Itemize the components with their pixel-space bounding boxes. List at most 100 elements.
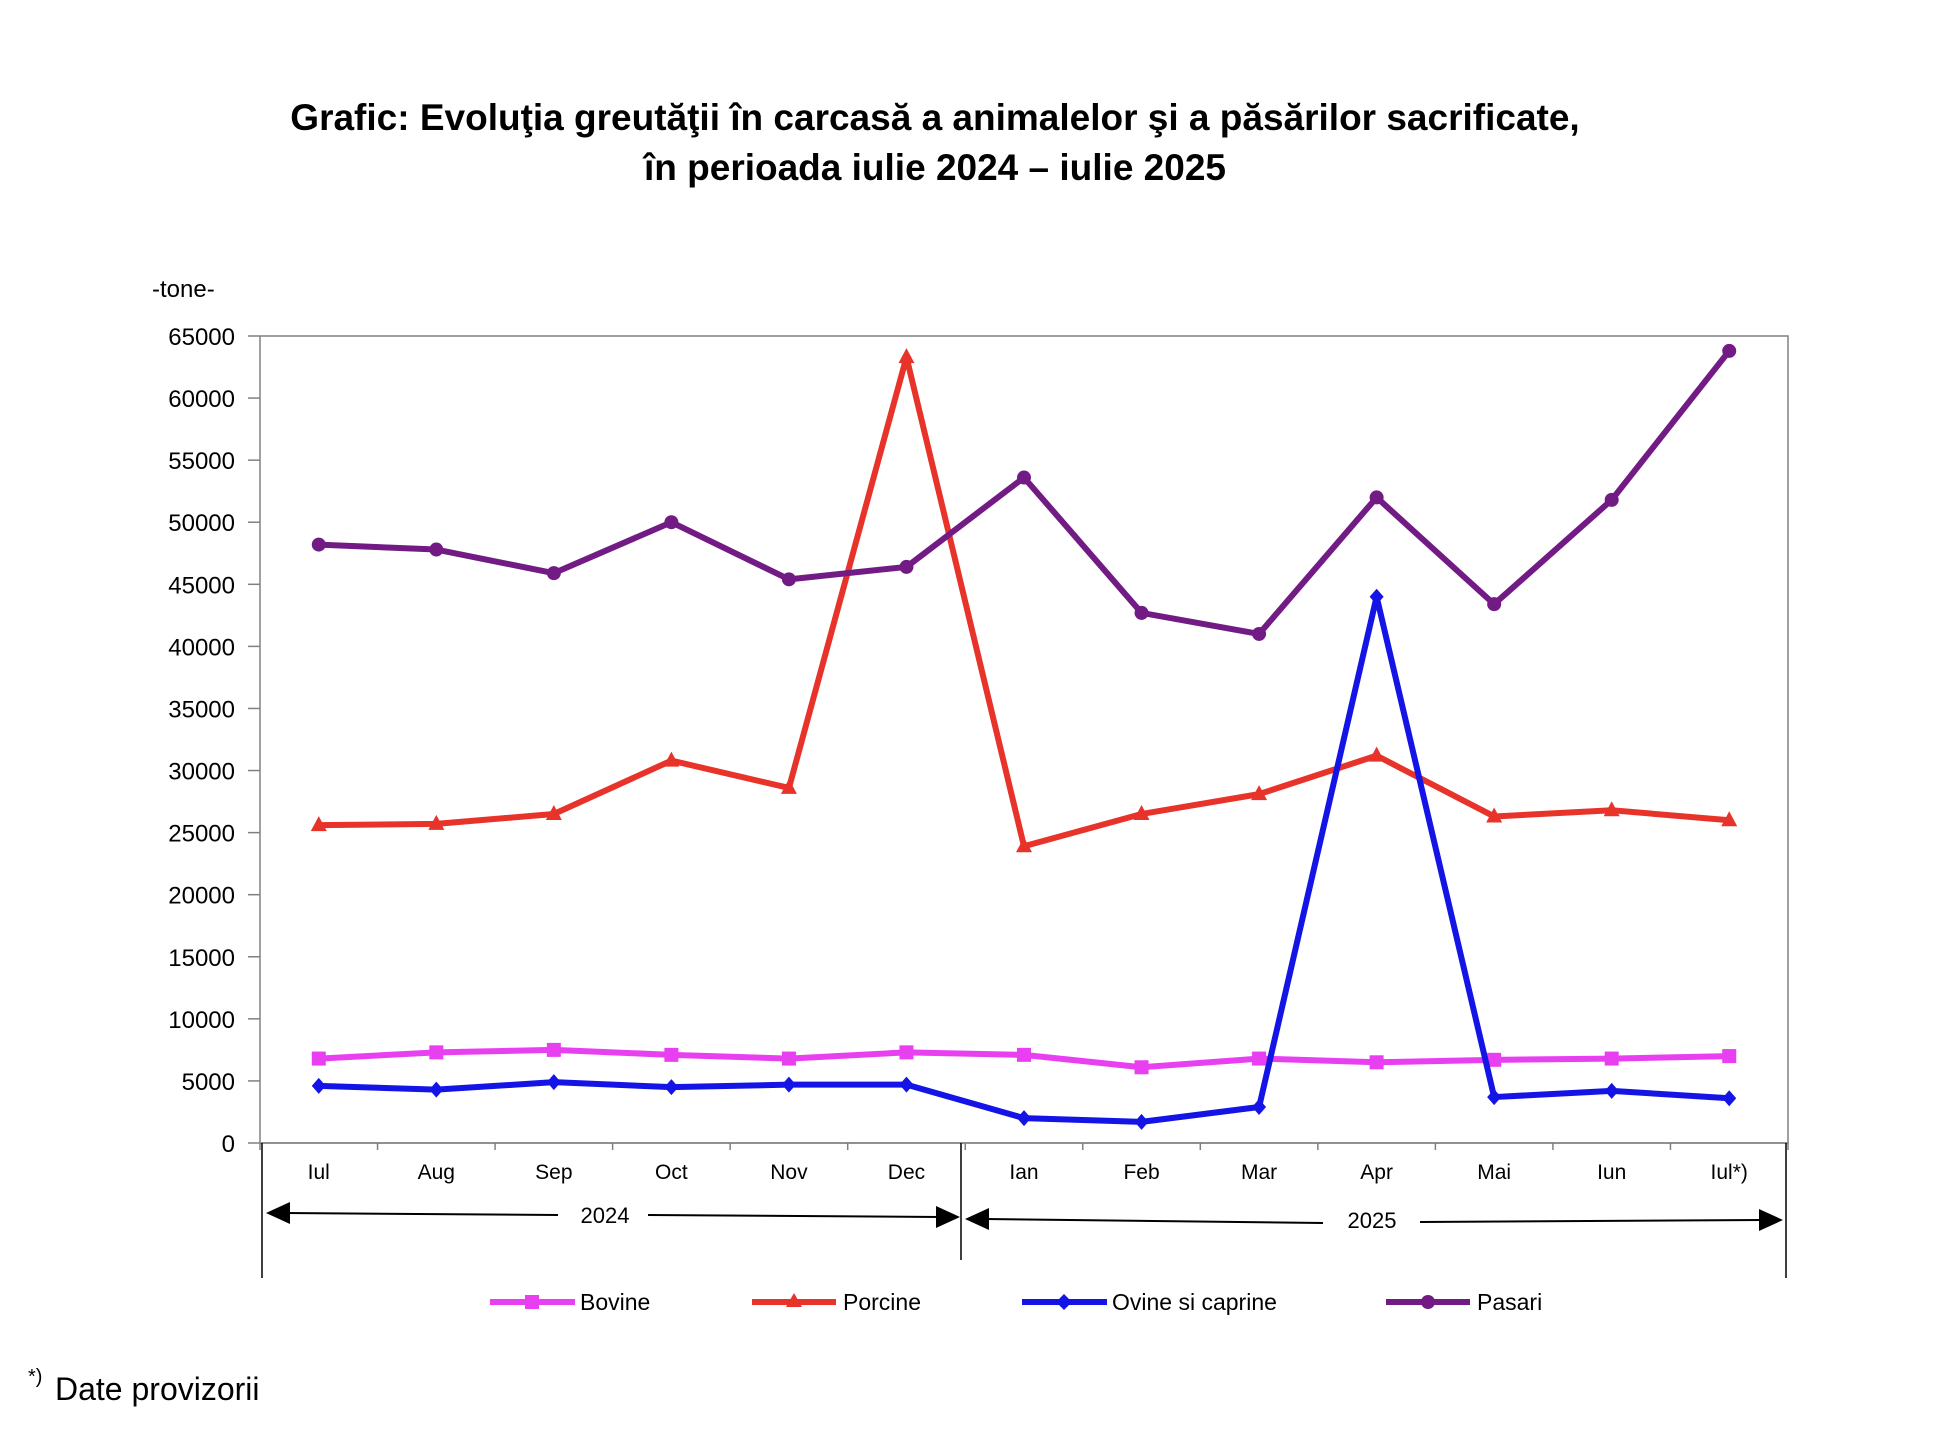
data-point — [1252, 626, 1267, 641]
data-point — [1603, 801, 1620, 817]
y-tick-label: 35000 — [168, 696, 235, 723]
y-tick-label: 5000 — [182, 1069, 235, 1096]
data-point — [1134, 605, 1149, 620]
data-point — [781, 1051, 796, 1066]
y-tick-label: 30000 — [168, 759, 235, 786]
data-point — [1017, 1047, 1031, 1062]
y-tick-label: 60000 — [168, 386, 235, 413]
footnote-mark: *) — [28, 1366, 42, 1388]
series-line — [315, 354, 1733, 850]
year-groups: 2024 2025 — [261, 1143, 1787, 1278]
data-point — [545, 804, 562, 820]
data-point — [546, 1074, 561, 1091]
y-tick-label: 55000 — [168, 448, 235, 475]
data-point — [1017, 1110, 1031, 1127]
data-point — [1252, 1098, 1267, 1115]
data-point — [1487, 1052, 1502, 1067]
data-point — [781, 572, 796, 587]
data-point — [899, 1045, 914, 1060]
x-tick-label: Mai — [1477, 1161, 1511, 1184]
data-point — [664, 1047, 679, 1062]
x-tick-label: Apr — [1360, 1161, 1393, 1184]
data-point — [1369, 1055, 1384, 1070]
legend-item-bovine: Bovine — [490, 1289, 650, 1315]
data-point — [1133, 804, 1150, 820]
data-point — [1369, 588, 1384, 605]
series-line — [315, 347, 1733, 637]
legend-marker-circle — [1421, 1295, 1435, 1309]
data-point — [898, 348, 915, 364]
y-axis: 0 5000 10000 15000 20000 25000 30000 35000 40000… — [168, 324, 260, 1158]
data-point — [1369, 490, 1384, 505]
data-point — [311, 1077, 326, 1094]
series-ovine-si-caprine — [311, 588, 1737, 1130]
data-point — [429, 1081, 444, 1098]
data-point — [546, 1042, 561, 1057]
x-tick-label: Mar — [1241, 1161, 1277, 1184]
y-tick-label: 10000 — [168, 1007, 235, 1034]
data-point — [1252, 1051, 1267, 1066]
data-point — [1722, 343, 1737, 358]
year-2025-arrow-left-shaft — [984, 1218, 1324, 1224]
series-pasari — [311, 343, 1737, 641]
y-tick-label: 20000 — [168, 883, 235, 910]
data-point — [899, 559, 914, 574]
legend-item-ovine-caprine: Ovine si caprine — [1022, 1289, 1277, 1315]
x-tick-label: Oct — [655, 1161, 688, 1184]
legend: Bovine Porcine Ovine si caprine Pasari — [490, 1289, 1542, 1315]
data-point — [664, 515, 679, 530]
data-point — [1017, 470, 1031, 485]
data-point — [1016, 837, 1032, 853]
x-tick-label: Iul — [308, 1161, 330, 1184]
year-label-2025: 2025 — [1348, 1208, 1397, 1233]
year-2024-arrow-left-shaft — [284, 1212, 559, 1216]
year-2025-arrowhead-left — [965, 1208, 989, 1230]
year-2025-arrow-right-shaft — [1419, 1219, 1763, 1223]
series-line — [315, 593, 1733, 1125]
legend-marker-triangle — [786, 1293, 802, 1307]
data-point — [664, 1079, 679, 1096]
series-bovine — [311, 1042, 1737, 1075]
legend-item-pasari: Pasari — [1386, 1289, 1542, 1315]
data-point — [663, 751, 680, 767]
data-point — [429, 542, 444, 557]
y-tick-label: 25000 — [168, 821, 235, 848]
plot-area — [259, 335, 1789, 1144]
data-point — [311, 537, 326, 552]
x-tick-label: Feb — [1123, 1161, 1159, 1184]
legend-label-ovine-caprine: Ovine si caprine — [1112, 1289, 1277, 1315]
data-point — [1486, 807, 1503, 823]
data-point — [1604, 1051, 1619, 1066]
chart-title-line2: în perioada iulie 2024 – iulie 2025 — [642, 147, 1226, 188]
data-point — [780, 778, 797, 794]
series-layer — [310, 343, 1738, 1130]
y-tick-label: 50000 — [168, 510, 235, 537]
legend-label-bovine: Bovine — [580, 1289, 650, 1315]
y-tick-label: 0 — [222, 1131, 235, 1158]
year-label-2024: 2024 — [581, 1203, 630, 1228]
data-point — [1487, 597, 1502, 612]
year-2025-arrowhead-right — [1759, 1209, 1783, 1231]
data-point — [428, 814, 445, 830]
data-point — [1721, 811, 1738, 827]
data-point — [1604, 492, 1619, 507]
x-tick-label: Ian — [1009, 1161, 1038, 1184]
data-point — [1134, 1113, 1149, 1130]
data-point — [429, 1045, 444, 1060]
x-tick-label: Dec — [888, 1161, 925, 1184]
data-point — [1487, 1089, 1502, 1106]
y-axis-unit-label: -tone- — [152, 276, 215, 303]
legend-marker-diamond — [1056, 1294, 1072, 1310]
legend-label-pasari: Pasari — [1477, 1289, 1542, 1315]
year-2024-arrow-right-shaft — [647, 1214, 941, 1218]
legend-item-porcine: Porcine — [752, 1289, 921, 1315]
year-2024-arrowhead-right — [936, 1206, 960, 1228]
x-tick-label: Sep — [535, 1161, 572, 1184]
data-point — [781, 1076, 796, 1093]
data-point — [1604, 1082, 1619, 1099]
footnote-text: Date provizorii — [55, 1371, 260, 1407]
y-tick-label: 45000 — [168, 572, 235, 599]
data-point — [1251, 785, 1268, 801]
x-tick-label: Aug — [418, 1161, 455, 1184]
